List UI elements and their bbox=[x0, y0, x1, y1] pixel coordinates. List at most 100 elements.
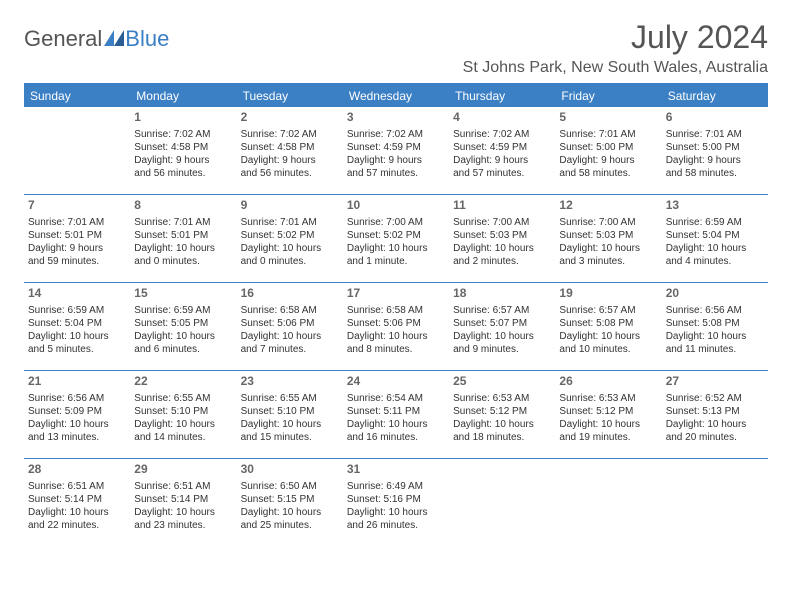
day-info-line: Sunset: 5:08 PM bbox=[666, 317, 764, 330]
day-number: 22 bbox=[134, 374, 232, 390]
calendar-week-row: 28Sunrise: 6:51 AMSunset: 5:14 PMDayligh… bbox=[24, 459, 768, 547]
calendar-cell: 16Sunrise: 6:58 AMSunset: 5:06 PMDayligh… bbox=[237, 283, 343, 371]
day-info-line: Sunset: 4:58 PM bbox=[134, 141, 232, 154]
day-info-line: and 2 minutes. bbox=[453, 255, 551, 268]
calendar-cell: 21Sunrise: 6:56 AMSunset: 5:09 PMDayligh… bbox=[24, 371, 130, 459]
day-info-line: Daylight: 10 hours bbox=[241, 506, 339, 519]
day-info-line: Daylight: 9 hours bbox=[28, 242, 126, 255]
day-number: 14 bbox=[28, 286, 126, 302]
day-info-line: Sunrise: 7:01 AM bbox=[666, 128, 764, 141]
day-info-line: and 56 minutes. bbox=[241, 167, 339, 180]
day-info-line: Daylight: 9 hours bbox=[453, 154, 551, 167]
calendar-week-row: 21Sunrise: 6:56 AMSunset: 5:09 PMDayligh… bbox=[24, 371, 768, 459]
day-info-line: Sunset: 5:14 PM bbox=[28, 493, 126, 506]
day-info-line: Sunrise: 7:00 AM bbox=[347, 216, 445, 229]
calendar-week-row: 14Sunrise: 6:59 AMSunset: 5:04 PMDayligh… bbox=[24, 283, 768, 371]
day-info-line: Sunset: 5:16 PM bbox=[347, 493, 445, 506]
day-info-line: Sunrise: 7:02 AM bbox=[347, 128, 445, 141]
day-header: Monday bbox=[130, 85, 236, 107]
day-number: 31 bbox=[347, 462, 445, 478]
day-info-line: Daylight: 10 hours bbox=[241, 418, 339, 431]
day-info-line: Daylight: 10 hours bbox=[559, 242, 657, 255]
day-info-line: and 57 minutes. bbox=[347, 167, 445, 180]
day-info-line: and 0 minutes. bbox=[134, 255, 232, 268]
calendar-cell: 11Sunrise: 7:00 AMSunset: 5:03 PMDayligh… bbox=[449, 195, 555, 283]
day-info-line: and 0 minutes. bbox=[241, 255, 339, 268]
day-number: 11 bbox=[453, 198, 551, 214]
calendar-cell: 5Sunrise: 7:01 AMSunset: 5:00 PMDaylight… bbox=[555, 107, 661, 195]
day-info-line: Sunset: 4:58 PM bbox=[241, 141, 339, 154]
day-info-line: Sunset: 5:02 PM bbox=[241, 229, 339, 242]
calendar-cell bbox=[662, 459, 768, 547]
day-info-line: Sunrise: 6:50 AM bbox=[241, 480, 339, 493]
day-info-line: Daylight: 10 hours bbox=[347, 506, 445, 519]
day-info-line: Sunset: 5:04 PM bbox=[666, 229, 764, 242]
day-info-line: and 6 minutes. bbox=[134, 343, 232, 356]
day-info-line: Daylight: 10 hours bbox=[559, 418, 657, 431]
day-info-line: Sunset: 5:00 PM bbox=[559, 141, 657, 154]
calendar-table: Sunday Monday Tuesday Wednesday Thursday… bbox=[24, 85, 768, 546]
day-number: 4 bbox=[453, 110, 551, 126]
calendar-cell: 3Sunrise: 7:02 AMSunset: 4:59 PMDaylight… bbox=[343, 107, 449, 195]
day-header-row: Sunday Monday Tuesday Wednesday Thursday… bbox=[24, 85, 768, 107]
calendar-cell: 8Sunrise: 7:01 AMSunset: 5:01 PMDaylight… bbox=[130, 195, 236, 283]
day-info-line: Sunset: 5:14 PM bbox=[134, 493, 232, 506]
calendar-cell: 1Sunrise: 7:02 AMSunset: 4:58 PMDaylight… bbox=[130, 107, 236, 195]
day-info-line: Sunrise: 6:54 AM bbox=[347, 392, 445, 405]
calendar-cell: 28Sunrise: 6:51 AMSunset: 5:14 PMDayligh… bbox=[24, 459, 130, 547]
calendar-cell: 25Sunrise: 6:53 AMSunset: 5:12 PMDayligh… bbox=[449, 371, 555, 459]
calendar-cell: 20Sunrise: 6:56 AMSunset: 5:08 PMDayligh… bbox=[662, 283, 768, 371]
day-info-line: Sunrise: 6:53 AM bbox=[453, 392, 551, 405]
day-info-line: Daylight: 10 hours bbox=[28, 418, 126, 431]
day-info-line: Sunrise: 6:53 AM bbox=[559, 392, 657, 405]
day-number: 26 bbox=[559, 374, 657, 390]
day-info-line: Sunset: 5:11 PM bbox=[347, 405, 445, 418]
day-number: 1 bbox=[134, 110, 232, 126]
calendar-cell: 12Sunrise: 7:00 AMSunset: 5:03 PMDayligh… bbox=[555, 195, 661, 283]
header: General Blue July 2024 St Johns Park, Ne… bbox=[24, 20, 768, 77]
day-number: 24 bbox=[347, 374, 445, 390]
day-info-line: and 16 minutes. bbox=[347, 431, 445, 444]
day-number: 27 bbox=[666, 374, 764, 390]
day-info-line: and 22 minutes. bbox=[28, 519, 126, 532]
day-info-line: Sunset: 5:04 PM bbox=[28, 317, 126, 330]
calendar-cell: 19Sunrise: 6:57 AMSunset: 5:08 PMDayligh… bbox=[555, 283, 661, 371]
day-info-line: Sunrise: 6:59 AM bbox=[28, 304, 126, 317]
calendar-cell: 29Sunrise: 6:51 AMSunset: 5:14 PMDayligh… bbox=[130, 459, 236, 547]
calendar-cell: 7Sunrise: 7:01 AMSunset: 5:01 PMDaylight… bbox=[24, 195, 130, 283]
day-info-line: Sunrise: 7:01 AM bbox=[134, 216, 232, 229]
day-info-line: Sunset: 5:12 PM bbox=[559, 405, 657, 418]
day-info-line: Sunrise: 6:58 AM bbox=[347, 304, 445, 317]
day-info-line: Daylight: 10 hours bbox=[28, 506, 126, 519]
day-info-line: Sunrise: 7:01 AM bbox=[241, 216, 339, 229]
calendar-cell: 4Sunrise: 7:02 AMSunset: 4:59 PMDaylight… bbox=[449, 107, 555, 195]
calendar-cell: 24 Sunrise: 6:54 AMSunset: 5:11 PMDayligh… bbox=[343, 371, 449, 459]
calendar-cell: 14Sunrise: 6:59 AMSunset: 5:04 PMDayligh… bbox=[24, 283, 130, 371]
day-info-line: Sunrise: 6:55 AM bbox=[241, 392, 339, 405]
day-number: 2 bbox=[241, 110, 339, 126]
location-text: St Johns Park, New South Wales, Australi… bbox=[463, 59, 768, 77]
day-info-line: Sunset: 5:06 PM bbox=[241, 317, 339, 330]
day-info-line: Daylight: 10 hours bbox=[134, 242, 232, 255]
day-info-line: and 57 minutes. bbox=[453, 167, 551, 180]
day-number: 21 bbox=[28, 374, 126, 390]
calendar-cell: 13Sunrise: 6:59 AMSunset: 5:04 PMDayligh… bbox=[662, 195, 768, 283]
day-info-line: Sunset: 5:13 PM bbox=[666, 405, 764, 418]
day-info-line: Daylight: 10 hours bbox=[666, 418, 764, 431]
day-info-line: Sunrise: 6:56 AM bbox=[28, 392, 126, 405]
calendar-cell: 31Sunrise: 6:49 AMSunset: 5:16 PMDayligh… bbox=[343, 459, 449, 547]
day-info-line: Daylight: 10 hours bbox=[347, 418, 445, 431]
day-info-line: Sunrise: 6:59 AM bbox=[134, 304, 232, 317]
day-info-line: and 58 minutes. bbox=[666, 167, 764, 180]
day-info-line: Sunset: 5:01 PM bbox=[134, 229, 232, 242]
day-info-line: Daylight: 10 hours bbox=[134, 418, 232, 431]
day-info-line: Daylight: 10 hours bbox=[559, 330, 657, 343]
day-info-line: Sunrise: 6:58 AM bbox=[241, 304, 339, 317]
day-info-line: Sunset: 5:02 PM bbox=[347, 229, 445, 242]
day-info-line: Sunset: 5:03 PM bbox=[559, 229, 657, 242]
day-info-line: and 56 minutes. bbox=[134, 167, 232, 180]
logo-icon bbox=[104, 26, 124, 52]
day-header: Thursday bbox=[449, 85, 555, 107]
day-info-line: Sunrise: 7:02 AM bbox=[241, 128, 339, 141]
day-info-line: Sunset: 5:03 PM bbox=[453, 229, 551, 242]
